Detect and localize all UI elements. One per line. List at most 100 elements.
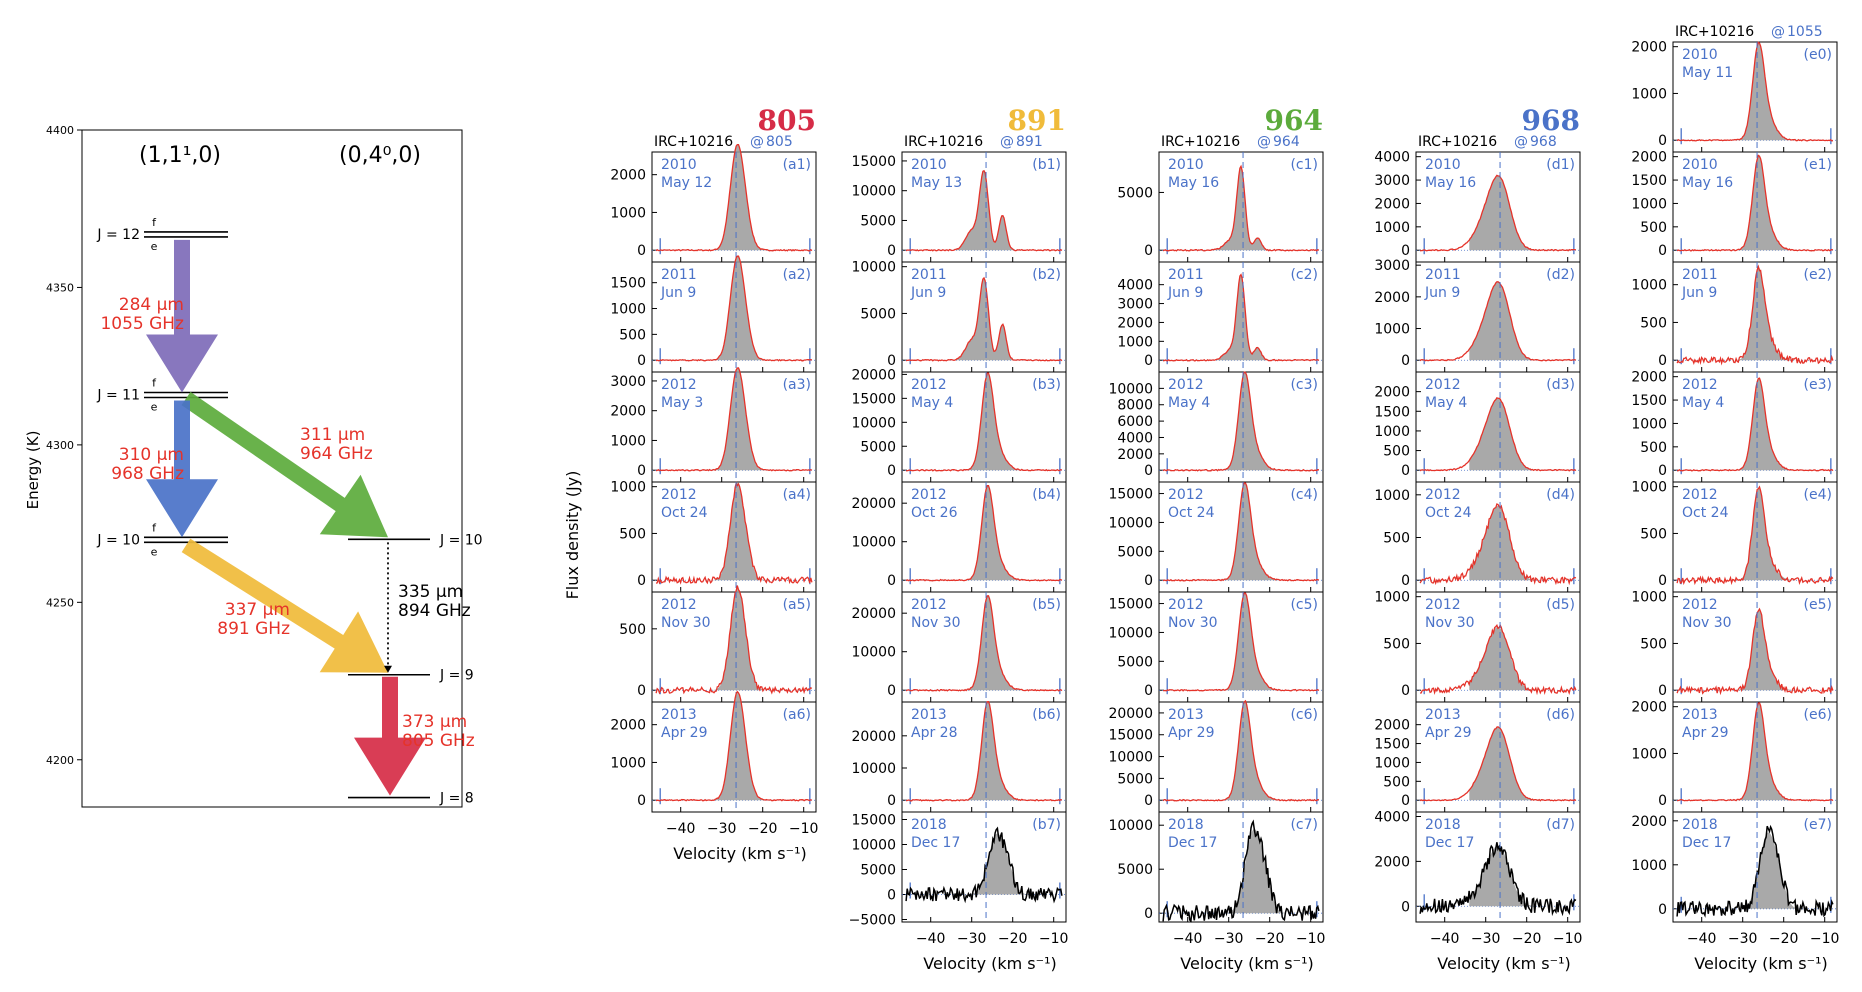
panel-year-label: 2012 xyxy=(661,377,697,393)
transition-wavelength-label: 337 μm xyxy=(225,600,290,620)
panel-id-label: (d7) xyxy=(1546,817,1575,833)
energy-diagram: Energy (K) 4400 4350 4300 4250 4200 (1,1¹,0) (0… xyxy=(24,124,483,808)
ladder-right-label: (0,4⁰,0) xyxy=(339,143,421,168)
spectrum-line xyxy=(1419,726,1577,802)
panel-ytick-label: 2000 xyxy=(1374,290,1410,306)
spectrum-shaded-area xyxy=(955,833,1030,895)
panel-year-label: 2011 xyxy=(911,267,947,283)
panel-id-label: (e0) xyxy=(1804,47,1832,63)
energy-ytick-label: 4300 xyxy=(46,439,74,452)
spectrum-line xyxy=(1677,377,1834,472)
panel-ytick-label: 1500 xyxy=(1374,404,1410,420)
spectrum-line xyxy=(1162,164,1320,252)
panel-ytick-label: 20000 xyxy=(851,367,896,383)
energy-plot-frame xyxy=(81,129,463,808)
panel-date-label: Apr 29 xyxy=(1425,725,1471,741)
panel-ytick-label: 2000 xyxy=(1374,718,1410,734)
panel-id-label: (d4) xyxy=(1546,487,1575,503)
panel-ytick-label: 0 xyxy=(1658,463,1667,479)
panel-ytick-label: 0 xyxy=(1658,353,1667,369)
panel-at-sign: @ xyxy=(750,134,764,150)
spectrum-shaded-area xyxy=(1469,175,1544,251)
spectrum-shaded-area xyxy=(955,278,1030,361)
level-label-left: J = 12 xyxy=(96,227,140,243)
panel-ytick-label: 20000 xyxy=(851,729,896,745)
spectrum-line xyxy=(1419,503,1577,586)
x-axis-label: Velocity (km s⁻¹) xyxy=(1437,954,1570,973)
transition-frequency-label: 1055 GHz xyxy=(100,314,184,334)
spectrum-panel: 15000 10000 5000 0 −5000 2018 Dec 17 (b7) xyxy=(849,811,1067,929)
panel-ytick-label: 500 xyxy=(1640,220,1667,236)
panel-id-label: (e1) xyxy=(1804,157,1832,173)
spectrum-shaded-area xyxy=(1212,592,1287,691)
panel-id-label: (a3) xyxy=(783,377,811,393)
panel-ytick-label: 1000 xyxy=(610,205,646,221)
spectrum-line xyxy=(1162,371,1319,472)
panel-id-label: (e3) xyxy=(1804,377,1832,393)
spectrum-shaded-area xyxy=(705,692,780,801)
panel-ytick-label: 0 xyxy=(1144,683,1153,699)
panel-id-label: (c3) xyxy=(1290,377,1318,393)
spectrum-panel: 20000 10000 0 2012 Oct 26 (b4) xyxy=(851,481,1067,593)
panel-ytick-label: 1000 xyxy=(610,302,646,318)
panel-id-label: (c6) xyxy=(1290,707,1318,723)
xtick-label: −20 xyxy=(1769,931,1799,947)
panel-ytick-label: 5000 xyxy=(1117,185,1153,201)
panel-ytick-label: 1000 xyxy=(1374,322,1410,338)
spectrum-shaded-area xyxy=(705,256,780,361)
panel-ytick-label: 0 xyxy=(1144,353,1153,369)
panel-ytick-label: 15000 xyxy=(1108,487,1153,503)
spectrum-panel: 4000 2000 0 2018 Dec 17 (d7) xyxy=(1374,809,1581,923)
xtick-label: −20 xyxy=(1255,931,1285,947)
xtick-label: −30 xyxy=(1728,931,1758,947)
panel-id-label: (c2) xyxy=(1290,267,1318,283)
panel-ytick-label: 1000 xyxy=(1374,220,1410,236)
panel-id-label: (d1) xyxy=(1546,157,1575,173)
panel-ytick-label: 0 xyxy=(887,573,896,589)
spectrum-shaded-area xyxy=(1726,378,1801,471)
level-label-right: J = 8 xyxy=(439,791,474,807)
spectrum-panel: 1000 500 0 2012 Oct 24 (d4) xyxy=(1374,481,1581,593)
energy-ytick-label: 4250 xyxy=(46,596,74,609)
panel-ytick-label: 15000 xyxy=(851,154,896,170)
panel-frame xyxy=(901,811,1067,923)
panel-ytick-label: 500 xyxy=(1640,315,1667,331)
xtick-label: −30 xyxy=(957,931,987,947)
panel-ytick-label: 0 xyxy=(1144,243,1153,259)
panel-source-frequency: 1055 xyxy=(1787,24,1823,40)
panel-year-label: 2012 xyxy=(1682,487,1718,503)
panel-date-label: Apr 28 xyxy=(911,725,957,741)
panel-ytick-label: 1000 xyxy=(1374,424,1410,440)
spectrum-panel: 4000 3000 2000 1000 0 2010 May 16 (d1) xyxy=(1374,150,1581,263)
spectrum-panel: 10000 5000 0 2011 Jun 9 (b2) xyxy=(851,260,1067,373)
panel-year-label: 2012 xyxy=(911,487,947,503)
level-label-left: J = 10 xyxy=(96,532,140,548)
spectrum-line xyxy=(905,701,1063,802)
x-axis-label: Velocity (km s⁻¹) xyxy=(1180,954,1313,973)
panel-ytick-label: 10000 xyxy=(1108,625,1153,641)
panel-ytick-label: 0 xyxy=(637,243,646,259)
panel-source-frequency: 968 xyxy=(1530,134,1557,150)
spectrum-shaded-area xyxy=(1726,488,1801,581)
spectrum-panel: 3000 2000 1000 0 2011 Jun 9 (d2) xyxy=(1374,258,1581,373)
panel-ytick-label: 0 xyxy=(1401,899,1410,915)
panel-id-label: (e7) xyxy=(1804,817,1832,833)
panel-ytick-label: −5000 xyxy=(849,913,896,929)
parity-e-label: e xyxy=(151,240,158,253)
spectrum-shaded-area xyxy=(955,701,1030,801)
x-axis-label: Velocity (km s⁻¹) xyxy=(673,844,806,863)
panel-source-title: IRC+10216 xyxy=(1418,134,1497,150)
panel-year-label: 2012 xyxy=(1168,377,1204,393)
panel-id-label: (b5) xyxy=(1032,597,1061,613)
panel-ytick-label: 1000 xyxy=(1631,278,1667,294)
panel-ytick-label: 2000 xyxy=(1631,700,1667,716)
panel-date-label: Oct 24 xyxy=(1682,505,1729,521)
panel-ytick-label: 1000 xyxy=(1631,416,1667,432)
panel-year-label: 2012 xyxy=(1425,487,1461,503)
spectrum-panel: 20000 10000 0 2012 Nov 30 (b5) xyxy=(851,591,1067,703)
spectrum-panel: 20000 10000 0 2013 Apr 28 (b6) xyxy=(851,701,1067,813)
panel-source-frequency: 891 xyxy=(1016,134,1043,150)
panel-ytick-label: 1000 xyxy=(610,480,646,496)
spectrum-panel: 20000 15000 10000 5000 0 2013 Apr 29 (c6) xyxy=(1108,699,1324,813)
spectrum-shaded-area xyxy=(1726,43,1801,141)
